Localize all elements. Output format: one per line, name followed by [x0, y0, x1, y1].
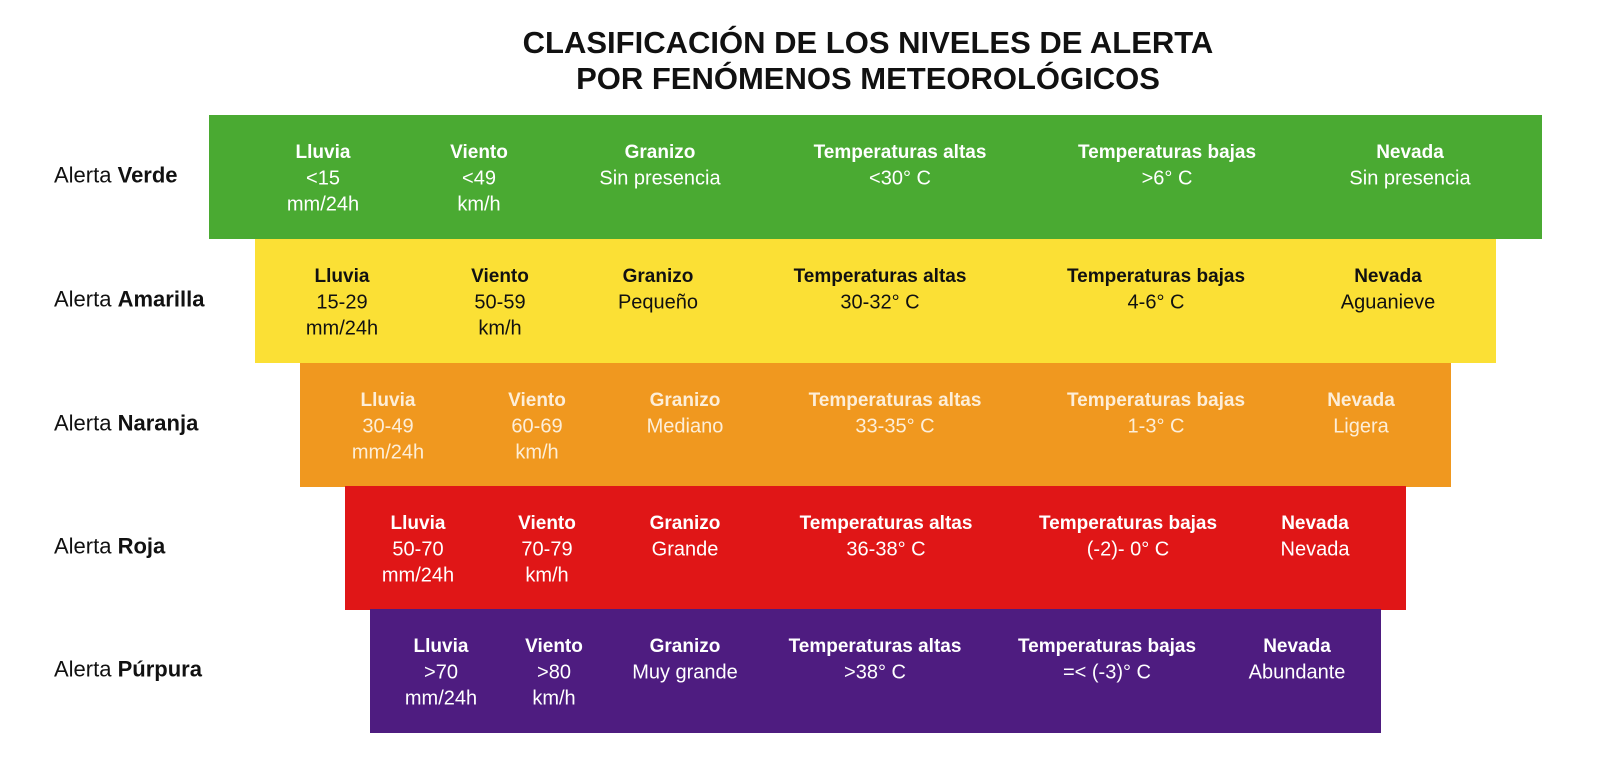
cell-header: Viento — [471, 266, 529, 287]
cell-header: Lluvia — [391, 513, 446, 534]
alert-band — [255, 239, 1496, 363]
alert-band — [370, 609, 1381, 733]
cell-value: Pequeño — [618, 291, 698, 313]
cell-value: 70-79 — [521, 538, 572, 560]
cell-header: Temperaturas altas — [814, 142, 987, 163]
alert-label: Alerta Verde — [54, 162, 178, 187]
cell-value: 36-38° C — [846, 538, 925, 560]
cell-header: Nevada — [1327, 390, 1395, 411]
cell-value: mm/24h — [306, 317, 378, 339]
cell-value: <30° C — [869, 167, 931, 189]
cell-header: Nevada — [1281, 513, 1349, 534]
cell-value: mm/24h — [352, 441, 424, 463]
alert-prefix: Alerta — [54, 410, 112, 435]
cell-value: 30-32° C — [840, 291, 919, 313]
cell-header: Viento — [450, 142, 508, 163]
cell-value: mm/24h — [287, 193, 359, 215]
cell-header: Viento — [518, 513, 576, 534]
cell-value: >38° C — [844, 661, 906, 683]
cell-value: km/h — [515, 441, 558, 463]
cell-header: Lluvia — [315, 266, 370, 287]
cell-header: Temperaturas altas — [809, 390, 982, 411]
cell-value: <15 — [306, 167, 340, 189]
alert-label: Alerta Púrpura — [54, 656, 203, 681]
cell-header: Nevada — [1263, 636, 1331, 657]
alert-name: Púrpura — [118, 656, 203, 681]
cell-value: mm/24h — [382, 564, 454, 586]
cell-header: Lluvia — [361, 390, 416, 411]
alert-name: Naranja — [118, 410, 199, 435]
cell-value: <49 — [462, 167, 496, 189]
cell-value: Sin presencia — [1349, 167, 1471, 189]
alert-name: Amarilla — [118, 286, 206, 311]
cell-value: Abundante — [1249, 661, 1346, 683]
alert-band — [300, 363, 1451, 487]
cell-value: Mediano — [647, 415, 724, 437]
cell-value: Nevada — [1281, 538, 1351, 560]
cell-value: 1-3° C — [1128, 415, 1185, 437]
cell-header: Temperaturas bajas — [1067, 266, 1245, 287]
cell-header: Temperaturas altas — [794, 266, 967, 287]
cell-value: >70 — [424, 661, 458, 683]
alert-prefix: Alerta — [54, 286, 112, 311]
cell-value: mm/24h — [405, 687, 477, 709]
cell-header: Nevada — [1376, 142, 1444, 163]
alert-name: Verde — [118, 162, 178, 187]
alert-label: Alerta Naranja — [54, 410, 199, 435]
cell-header: Temperaturas bajas — [1067, 390, 1245, 411]
cell-header: Granizo — [623, 266, 694, 287]
cell-value: km/h — [532, 687, 575, 709]
cell-value: 60-69 — [511, 415, 562, 437]
alert-prefix: Alerta — [54, 162, 112, 187]
alert-band — [345, 486, 1406, 610]
cell-header: Temperaturas altas — [789, 636, 962, 657]
cell-value: Ligera — [1333, 415, 1389, 437]
alert-label: Alerta Roja — [54, 533, 166, 558]
cell-value: 33-35° C — [855, 415, 934, 437]
cell-value: >6° C — [1142, 167, 1193, 189]
cell-value: Sin presencia — [599, 167, 721, 189]
cell-header: Granizo — [650, 636, 721, 657]
cell-header: Lluvia — [414, 636, 469, 657]
cell-header: Granizo — [625, 142, 696, 163]
cell-header: Granizo — [650, 513, 721, 534]
cell-value: Muy grande — [632, 661, 738, 683]
cell-value: Aguanieve — [1341, 291, 1436, 313]
cell-value: Grande — [652, 538, 719, 560]
cell-value: =< (-3)° C — [1063, 661, 1151, 683]
cell-header: Temperaturas altas — [800, 513, 973, 534]
alert-label: Alerta Amarilla — [54, 286, 205, 311]
cell-value: 50-70 — [392, 538, 443, 560]
cell-value: 4-6° C — [1128, 291, 1185, 313]
cell-value: km/h — [457, 193, 500, 215]
cell-header: Temperaturas bajas — [1018, 636, 1196, 657]
cell-header: Viento — [508, 390, 566, 411]
cell-value: (-2)- 0° C — [1087, 538, 1169, 560]
cell-value: 15-29 — [316, 291, 367, 313]
cell-header: Viento — [525, 636, 583, 657]
cell-value: 50-59 — [474, 291, 525, 313]
cell-value: 30-49 — [362, 415, 413, 437]
alert-band — [209, 115, 1542, 239]
alert-prefix: Alerta — [54, 656, 112, 681]
cell-header: Nevada — [1354, 266, 1422, 287]
cell-header: Lluvia — [296, 142, 351, 163]
cell-value: >80 — [537, 661, 571, 683]
title: CLASIFICACIÓN DE LOS NIVELES DE ALERTA — [523, 24, 1214, 60]
title: POR FENÓMENOS METEOROLÓGICOS — [576, 60, 1160, 96]
cell-header: Temperaturas bajas — [1078, 142, 1256, 163]
cell-header: Temperaturas bajas — [1039, 513, 1217, 534]
cell-header: Granizo — [650, 390, 721, 411]
alert-name: Roja — [118, 533, 166, 558]
cell-value: km/h — [478, 317, 521, 339]
cell-value: km/h — [525, 564, 568, 586]
alert-prefix: Alerta — [54, 533, 112, 558]
